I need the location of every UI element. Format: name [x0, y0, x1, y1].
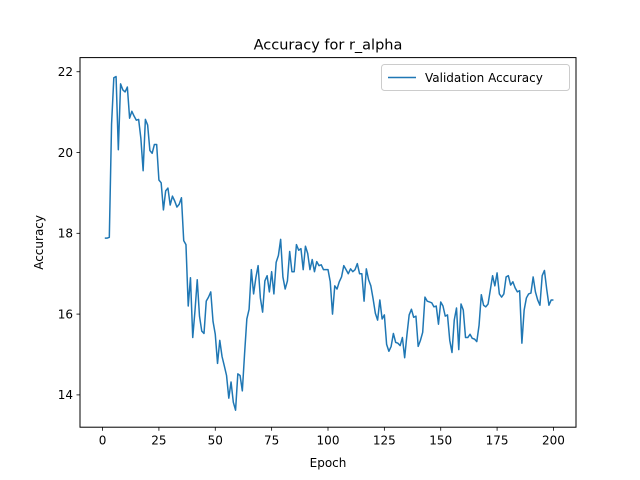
x-tick-label: 100: [317, 434, 340, 448]
x-axis-ticks: 0 25 50 75 100 125 150 175 200: [99, 427, 565, 448]
legend: Validation Accuracy: [381, 64, 570, 91]
legend-label: Validation Accuracy: [425, 71, 543, 85]
x-tick-label: 25: [151, 434, 166, 448]
chart-title: Accuracy for r_alpha: [254, 38, 403, 54]
x-tick-label: 50: [208, 434, 223, 448]
x-tick-label: 175: [486, 434, 509, 448]
y-axis-ticks: 14 16 18 20 22: [58, 65, 80, 402]
y-tick-label: 22: [58, 65, 73, 79]
y-tick-label: 14: [58, 388, 73, 402]
y-tick-label: 16: [58, 307, 73, 321]
plot-area: [104, 75, 554, 411]
x-tick-label: 125: [373, 434, 396, 448]
series-line-0: [104, 75, 554, 411]
x-tick-label: 0: [99, 434, 107, 448]
x-axis-label: Epoch: [310, 456, 347, 470]
y-tick-label: 18: [58, 227, 73, 241]
x-tick-label: 200: [542, 434, 565, 448]
axes-frame: [79, 57, 577, 428]
legend-box: [381, 64, 570, 91]
y-axis-label: Accuracy: [32, 215, 46, 270]
x-tick-label: 150: [429, 434, 452, 448]
x-tick-label: 75: [264, 434, 279, 448]
y-tick-label: 20: [58, 146, 73, 160]
